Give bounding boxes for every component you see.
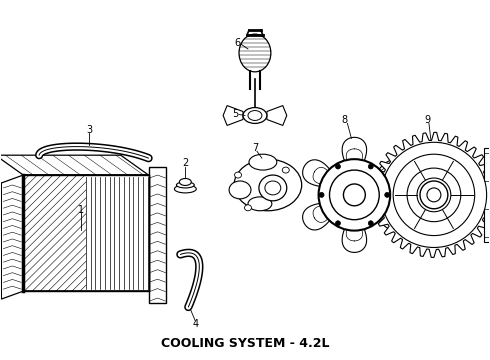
Text: 6: 6 xyxy=(234,38,240,48)
Ellipse shape xyxy=(248,111,262,121)
Ellipse shape xyxy=(368,164,373,169)
Text: 2: 2 xyxy=(182,158,189,168)
Polygon shape xyxy=(342,137,367,177)
Polygon shape xyxy=(148,167,167,303)
Ellipse shape xyxy=(259,175,287,201)
Ellipse shape xyxy=(265,181,281,195)
Ellipse shape xyxy=(249,154,277,170)
Ellipse shape xyxy=(385,192,390,197)
Text: 9: 9 xyxy=(424,116,430,126)
Polygon shape xyxy=(369,160,406,188)
Ellipse shape xyxy=(329,170,379,220)
Polygon shape xyxy=(371,132,490,257)
Ellipse shape xyxy=(343,184,366,206)
Ellipse shape xyxy=(235,172,242,178)
Text: 1: 1 xyxy=(78,205,84,215)
Ellipse shape xyxy=(179,179,191,185)
Ellipse shape xyxy=(407,168,461,222)
Ellipse shape xyxy=(368,221,373,226)
Ellipse shape xyxy=(239,34,271,72)
Text: 8: 8 xyxy=(342,116,347,126)
Polygon shape xyxy=(223,105,243,125)
Ellipse shape xyxy=(336,164,341,169)
Ellipse shape xyxy=(319,192,324,197)
Ellipse shape xyxy=(174,185,196,193)
Ellipse shape xyxy=(234,159,302,211)
Ellipse shape xyxy=(393,154,475,235)
Polygon shape xyxy=(303,160,340,188)
Polygon shape xyxy=(484,148,490,242)
Text: COOLING SYSTEM - 4.2L: COOLING SYSTEM - 4.2L xyxy=(161,337,329,350)
Ellipse shape xyxy=(417,178,451,212)
Text: 4: 4 xyxy=(192,319,198,329)
Polygon shape xyxy=(23,175,148,291)
Polygon shape xyxy=(1,175,23,299)
Text: 3: 3 xyxy=(86,125,92,135)
Ellipse shape xyxy=(427,188,441,202)
Ellipse shape xyxy=(243,108,267,123)
Ellipse shape xyxy=(282,167,289,173)
Ellipse shape xyxy=(381,142,487,247)
Ellipse shape xyxy=(248,197,272,211)
Ellipse shape xyxy=(336,221,341,226)
Polygon shape xyxy=(267,105,287,125)
Text: 7: 7 xyxy=(252,143,258,153)
Polygon shape xyxy=(0,155,148,175)
Ellipse shape xyxy=(318,159,390,231)
Ellipse shape xyxy=(229,181,251,199)
Text: 5: 5 xyxy=(232,108,238,118)
Polygon shape xyxy=(303,202,340,230)
Ellipse shape xyxy=(420,181,448,209)
Polygon shape xyxy=(369,202,406,230)
Ellipse shape xyxy=(245,205,251,211)
Ellipse shape xyxy=(176,182,195,188)
Polygon shape xyxy=(342,212,367,252)
